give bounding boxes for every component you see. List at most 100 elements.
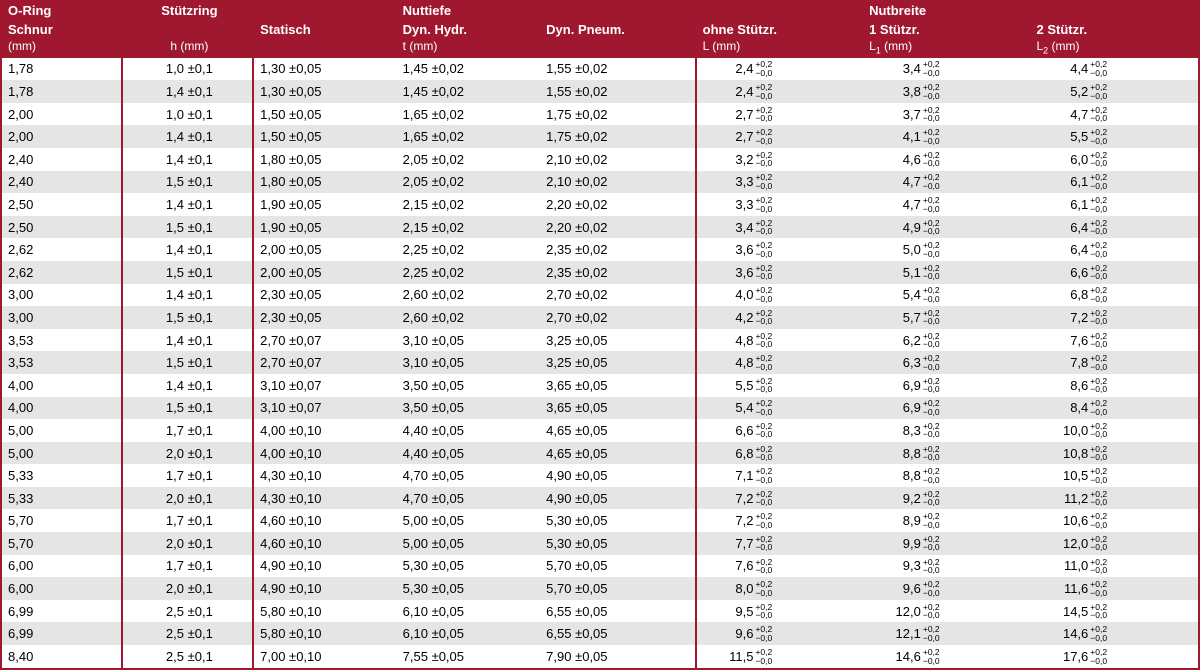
cell-dynhydr: 5,00 ±0,05	[397, 532, 541, 555]
cell-L-tol: +0,2−0,0	[755, 351, 863, 374]
cell-L1-tol: +0,2−0,0	[923, 351, 1031, 374]
cell-stuetzring: 1,5 ±0,1	[122, 171, 254, 194]
cell-L1-tol: +0,2−0,0	[923, 284, 1031, 307]
cell-dynhydr: 2,60 ±0,02	[397, 306, 541, 329]
cell-L1-val: 3,7	[863, 103, 923, 126]
table-row: 2,501,5 ±0,11,90 ±0,052,15 ±0,022,20 ±0,…	[2, 216, 1198, 239]
cell-L-tol: +0,2−0,0	[755, 103, 863, 126]
cell-schnur: 5,00	[2, 442, 122, 465]
table-row: 3,531,5 ±0,12,70 ±0,073,10 ±0,053,25 ±0,…	[2, 351, 1198, 374]
table-row: 5,002,0 ±0,14,00 ±0,104,40 ±0,054,65 ±0,…	[2, 442, 1198, 465]
cell-L2-val: 14,5	[1030, 600, 1090, 623]
cell-stuetzring: 2,5 ±0,1	[122, 645, 254, 668]
cell-L-val: 7,1	[696, 464, 756, 487]
cell-L2-tol: +0,2−0,0	[1090, 238, 1198, 261]
table-row: 2,001,0 ±0,11,50 ±0,051,65 ±0,021,75 ±0,…	[2, 103, 1198, 126]
cell-dynpneum: 1,55 ±0,02	[540, 58, 695, 81]
cell-statisch: 4,30 ±0,10	[253, 487, 397, 510]
cell-L2-val: 4,4	[1030, 58, 1090, 81]
cell-L1-val: 4,9	[863, 216, 923, 239]
cell-dynhydr: 2,25 ±0,02	[397, 261, 541, 284]
cell-schnur: 6,00	[2, 577, 122, 600]
cell-dynhydr: 5,00 ±0,05	[397, 509, 541, 532]
cell-dynhydr: 2,15 ±0,02	[397, 216, 541, 239]
cell-schnur: 5,70	[2, 509, 122, 532]
cell-L1-val: 9,3	[863, 555, 923, 578]
cell-L-val: 2,4	[696, 80, 756, 103]
hdr-L2: L2 (mm)	[1030, 40, 1198, 58]
cell-dynpneum: 2,20 ±0,02	[540, 216, 695, 239]
hdr-dynhydr-3: t (mm)	[397, 40, 541, 58]
cell-stuetzring: 1,5 ±0,1	[122, 261, 254, 284]
hdr-L: L (mm)	[696, 40, 863, 58]
cell-statisch: 4,30 ±0,10	[253, 464, 397, 487]
table-row: 5,001,7 ±0,14,00 ±0,104,40 ±0,054,65 ±0,…	[2, 419, 1198, 442]
cell-L-tol: +0,2−0,0	[755, 193, 863, 216]
cell-statisch: 4,90 ±0,10	[253, 577, 397, 600]
oring-table: O-Ring Stützring Nuttiefe Nutbreite Schn…	[2, 2, 1198, 668]
cell-L2-val: 6,1	[1030, 193, 1090, 216]
cell-L1-val: 8,8	[863, 464, 923, 487]
cell-stuetzring: 1,7 ±0,1	[122, 509, 254, 532]
cell-statisch: 2,30 ±0,05	[253, 284, 397, 307]
cell-dynhydr: 1,45 ±0,02	[397, 58, 541, 81]
cell-L2-val: 7,6	[1030, 329, 1090, 352]
cell-dynhydr: 5,30 ±0,05	[397, 555, 541, 578]
cell-L-val: 3,3	[696, 171, 756, 194]
table-row: 3,001,4 ±0,12,30 ±0,052,60 ±0,022,70 ±0,…	[2, 284, 1198, 307]
cell-L2-tol: +0,2−0,0	[1090, 555, 1198, 578]
cell-schnur: 3,00	[2, 306, 122, 329]
cell-L2-tol: +0,2−0,0	[1090, 442, 1198, 465]
hdr-stuetzring-3: h (mm)	[122, 40, 254, 58]
cell-schnur: 5,33	[2, 487, 122, 510]
cell-statisch: 2,70 ±0,07	[253, 329, 397, 352]
hdr-ohnestuetz: ohne Stützr.	[696, 21, 863, 40]
cell-dynhydr: 1,65 ±0,02	[397, 103, 541, 126]
cell-L1-val: 6,9	[863, 374, 923, 397]
cell-L1-tol: +0,2−0,0	[923, 555, 1031, 578]
cell-schnur: 2,00	[2, 125, 122, 148]
cell-L2-tol: +0,2−0,0	[1090, 216, 1198, 239]
cell-stuetzring: 1,5 ±0,1	[122, 306, 254, 329]
cell-L1-val: 6,3	[863, 351, 923, 374]
cell-L1-val: 4,1	[863, 125, 923, 148]
cell-L2-tol: +0,2−0,0	[1090, 532, 1198, 555]
cell-L1-tol: +0,2−0,0	[923, 622, 1031, 645]
hdr-stuetzring-1: Stützring	[122, 2, 254, 21]
cell-L2-tol: +0,2−0,0	[1090, 193, 1198, 216]
cell-L1-tol: +0,2−0,0	[923, 487, 1031, 510]
cell-stuetzring: 1,5 ±0,1	[122, 216, 254, 239]
cell-L2-val: 6,8	[1030, 284, 1090, 307]
cell-statisch: 1,90 ±0,05	[253, 216, 397, 239]
cell-L1-tol: +0,2−0,0	[923, 397, 1031, 420]
cell-statisch: 4,60 ±0,10	[253, 509, 397, 532]
hdr-nutbreite-spacer2	[1030, 2, 1198, 21]
table-row: 3,531,4 ±0,12,70 ±0,073,10 ±0,053,25 ±0,…	[2, 329, 1198, 352]
cell-dynhydr: 6,10 ±0,05	[397, 600, 541, 623]
cell-L2-tol: +0,2−0,0	[1090, 80, 1198, 103]
cell-L-tol: +0,2−0,0	[755, 487, 863, 510]
cell-L-val: 11,5	[696, 645, 756, 668]
cell-dynpneum: 4,90 ±0,05	[540, 464, 695, 487]
cell-dynpneum: 1,55 ±0,02	[540, 80, 695, 103]
cell-dynhydr: 7,55 ±0,05	[397, 645, 541, 668]
cell-L1-tol: +0,2−0,0	[923, 645, 1031, 668]
cell-L1-tol: +0,2−0,0	[923, 306, 1031, 329]
cell-schnur: 2,50	[2, 216, 122, 239]
cell-L1-val: 4,7	[863, 193, 923, 216]
hdr-dynhydr: Dyn. Hydr.	[397, 21, 541, 40]
cell-L-tol: +0,2−0,0	[755, 442, 863, 465]
cell-L2-tol: +0,2−0,0	[1090, 171, 1198, 194]
cell-L-tol: +0,2−0,0	[755, 125, 863, 148]
cell-statisch: 1,30 ±0,05	[253, 80, 397, 103]
cell-L1-val: 4,6	[863, 148, 923, 171]
cell-statisch: 4,60 ±0,10	[253, 532, 397, 555]
table-body: 1,781,0 ±0,11,30 ±0,051,45 ±0,021,55 ±0,…	[2, 58, 1198, 668]
cell-schnur: 2,00	[2, 103, 122, 126]
cell-dynpneum: 5,30 ±0,05	[540, 509, 695, 532]
cell-dynhydr: 2,60 ±0,02	[397, 284, 541, 307]
cell-L2-val: 10,6	[1030, 509, 1090, 532]
cell-L2-tol: +0,2−0,0	[1090, 509, 1198, 532]
cell-L1-val: 14,6	[863, 645, 923, 668]
cell-L2-tol: +0,2−0,0	[1090, 645, 1198, 668]
